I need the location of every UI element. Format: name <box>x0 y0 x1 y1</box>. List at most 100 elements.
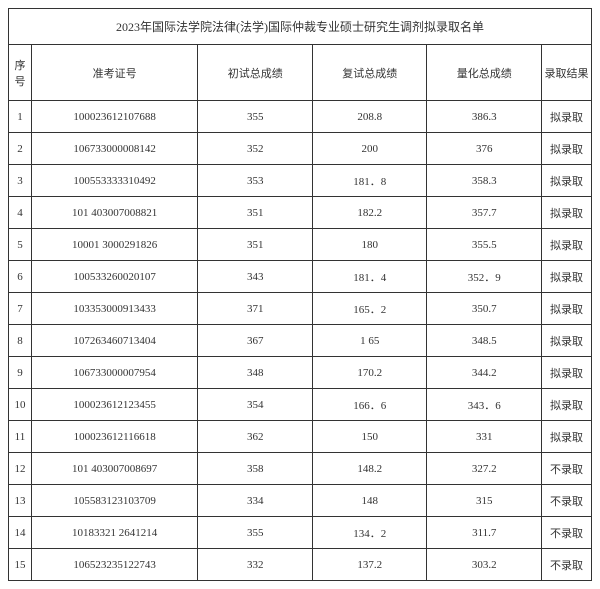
table-row: 3100553333310492353181．8358.3拟录取 <box>9 165 592 197</box>
cell-seq: 15 <box>9 549 32 581</box>
cell-score1: 358 <box>198 453 313 485</box>
cell-seq: 6 <box>9 261 32 293</box>
cell-score3: 303.2 <box>427 549 542 581</box>
cell-seq: 11 <box>9 421 32 453</box>
header-score1: 初试总成绩 <box>198 45 313 101</box>
table-row: 11100023612116618362150331拟录取 <box>9 421 592 453</box>
cell-score1: 355 <box>198 517 313 549</box>
header-examid: 准考证号 <box>31 45 198 101</box>
cell-score1: 348 <box>198 357 313 389</box>
cell-seq: 8 <box>9 325 32 357</box>
cell-score2: 181．4 <box>312 261 427 293</box>
table-row: 13105583123103709334148315不录取 <box>9 485 592 517</box>
cell-seq: 9 <box>9 357 32 389</box>
cell-result: 不录取 <box>542 549 592 581</box>
cell-result: 拟录取 <box>542 101 592 133</box>
cell-result: 拟录取 <box>542 133 592 165</box>
cell-score2: 150 <box>312 421 427 453</box>
cell-result: 拟录取 <box>542 197 592 229</box>
cell-exam_id: 100023612123455 <box>31 389 198 421</box>
cell-score1: 362 <box>198 421 313 453</box>
cell-score2: 180 <box>312 229 427 261</box>
cell-score3: 331 <box>427 421 542 453</box>
cell-score1: 367 <box>198 325 313 357</box>
cell-score3: 344.2 <box>427 357 542 389</box>
cell-score2: 181．8 <box>312 165 427 197</box>
table-row: 6100533260020107343181．4352．9拟录取 <box>9 261 592 293</box>
cell-score1: 334 <box>198 485 313 517</box>
cell-score3: 357.7 <box>427 197 542 229</box>
cell-result: 拟录取 <box>542 325 592 357</box>
table-row: 10100023612123455354166．6343．6拟录取 <box>9 389 592 421</box>
cell-exam_id: 107263460713404 <box>31 325 198 357</box>
cell-score1: 351 <box>198 197 313 229</box>
cell-score2: 137.2 <box>312 549 427 581</box>
cell-seq: 7 <box>9 293 32 325</box>
table-row: 510001 3000291826351180355.5拟录取 <box>9 229 592 261</box>
table-header-row: 序号 准考证号 初试总成绩 复试总成绩 量化总成绩 录取结果 <box>9 45 592 101</box>
table-title: 2023年国际法学院法律(法学)国际仲裁专业硕士研究生调剂拟录取名单 <box>9 9 592 45</box>
cell-exam_id: 10001 3000291826 <box>31 229 198 261</box>
cell-score3: 358.3 <box>427 165 542 197</box>
cell-score2: 200 <box>312 133 427 165</box>
admission-table: 2023年国际法学院法律(法学)国际仲裁专业硕士研究生调剂拟录取名单 序号 准考… <box>8 8 592 581</box>
cell-exam_id: 100023612107688 <box>31 101 198 133</box>
cell-exam_id: 10183321 2641214 <box>31 517 198 549</box>
cell-seq: 3 <box>9 165 32 197</box>
cell-score3: 352．9 <box>427 261 542 293</box>
cell-score3: 315 <box>427 485 542 517</box>
cell-exam_id: 106523235122743 <box>31 549 198 581</box>
cell-exam_id: 101 403007008697 <box>31 453 198 485</box>
cell-score2: 134．2 <box>312 517 427 549</box>
header-seq: 序号 <box>9 45 32 101</box>
cell-score1: 332 <box>198 549 313 581</box>
table-row: 15106523235122743332137.2303.2不录取 <box>9 549 592 581</box>
cell-exam_id: 106733000007954 <box>31 357 198 389</box>
table-row: 9106733000007954348170.2344.2拟录取 <box>9 357 592 389</box>
cell-seq: 1 <box>9 101 32 133</box>
cell-score1: 352 <box>198 133 313 165</box>
cell-result: 不录取 <box>542 485 592 517</box>
cell-score2: 166．6 <box>312 389 427 421</box>
cell-score3: 376 <box>427 133 542 165</box>
cell-score2: 148 <box>312 485 427 517</box>
cell-score3: 311.7 <box>427 517 542 549</box>
cell-exam_id: 103353000913433 <box>31 293 198 325</box>
cell-score3: 348.5 <box>427 325 542 357</box>
cell-result: 拟录取 <box>542 261 592 293</box>
cell-score2: 165．2 <box>312 293 427 325</box>
table-row: 7103353000913433371165．2350.7拟录取 <box>9 293 592 325</box>
cell-score1: 371 <box>198 293 313 325</box>
cell-exam_id: 100533260020107 <box>31 261 198 293</box>
cell-score1: 355 <box>198 101 313 133</box>
cell-score3: 343．6 <box>427 389 542 421</box>
cell-seq: 13 <box>9 485 32 517</box>
header-score2: 复试总成绩 <box>312 45 427 101</box>
cell-result: 不录取 <box>542 517 592 549</box>
cell-score2: 182.2 <box>312 197 427 229</box>
cell-result: 拟录取 <box>542 293 592 325</box>
cell-seq: 4 <box>9 197 32 229</box>
table-row: 12101 403007008697358148.2327.2不录取 <box>9 453 592 485</box>
cell-seq: 14 <box>9 517 32 549</box>
cell-score2: 208.8 <box>312 101 427 133</box>
cell-score2: 170.2 <box>312 357 427 389</box>
cell-exam_id: 101 403007008821 <box>31 197 198 229</box>
cell-result: 拟录取 <box>542 421 592 453</box>
cell-score1: 351 <box>198 229 313 261</box>
cell-score2: 148.2 <box>312 453 427 485</box>
header-score3: 量化总成绩 <box>427 45 542 101</box>
cell-score1: 353 <box>198 165 313 197</box>
cell-exam_id: 100023612116618 <box>31 421 198 453</box>
table-row: 1100023612107688355208.8386.3拟录取 <box>9 101 592 133</box>
cell-exam_id: 105583123103709 <box>31 485 198 517</box>
cell-score1: 343 <box>198 261 313 293</box>
header-result: 录取结果 <box>542 45 592 101</box>
cell-score3: 327.2 <box>427 453 542 485</box>
cell-seq: 5 <box>9 229 32 261</box>
table-row: 1410183321 2641214355134．2311.7不录取 <box>9 517 592 549</box>
cell-result: 不录取 <box>542 453 592 485</box>
cell-result: 拟录取 <box>542 389 592 421</box>
cell-exam_id: 106733000008142 <box>31 133 198 165</box>
cell-score2: 1 65 <box>312 325 427 357</box>
